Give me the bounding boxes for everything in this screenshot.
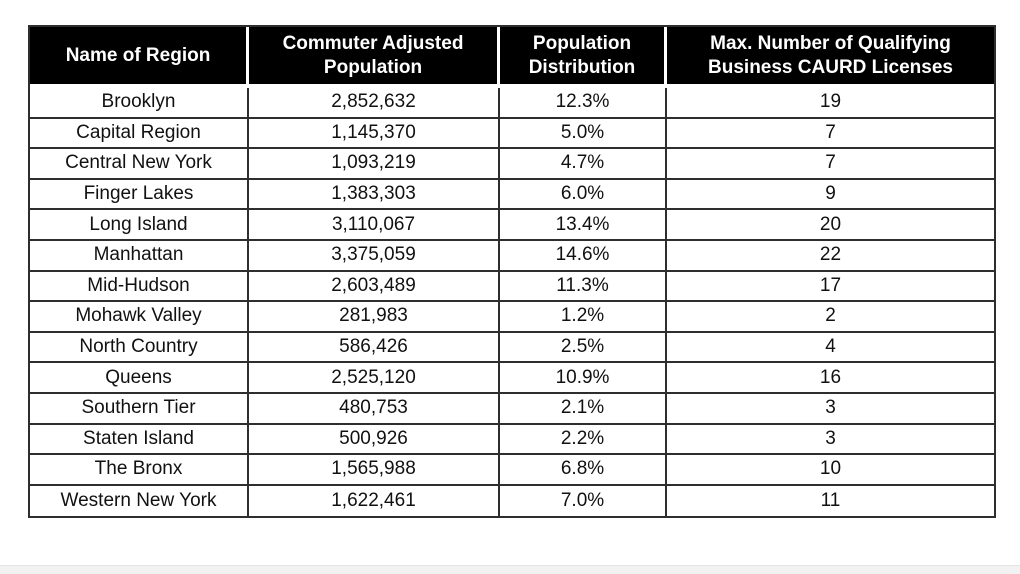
table-row: Queens 2,525,120 10.9% 16 [30, 363, 994, 394]
table-cell: Central New York [30, 149, 249, 180]
table-cell: Long Island [30, 210, 249, 241]
table-cell: 1,093,219 [249, 149, 500, 180]
table-cell: Western New York [30, 485, 249, 517]
table-cell: 11.3% [500, 271, 667, 303]
table-cell: 1,622,461 [249, 485, 500, 517]
table-cell: 6.8% [500, 455, 667, 486]
table-cell: 12.3% [500, 88, 667, 119]
table-cell: Queens [30, 363, 249, 394]
table-cell: 500,926 [249, 424, 500, 456]
table-cell: 14.6% [500, 240, 667, 272]
table-cell: Brooklyn [30, 88, 249, 119]
column-header-population-distribution: Population Distribution [500, 27, 667, 88]
table-header-row: Name of Region Commuter Adjusted Populat… [30, 27, 994, 88]
table-row: Mid-Hudson 2,603,489 11.3% 17 [30, 271, 994, 303]
table-row: North Country 586,426 2.5% 4 [30, 332, 994, 364]
table-cell: 22 [667, 241, 994, 272]
table-row: Southern Tier 480,753 2.1% 3 [30, 393, 994, 425]
table-row: Central New York 1,093,219 4.7% 7 [30, 149, 994, 180]
table-cell: 281,983 [249, 302, 500, 333]
table-cell: 3,375,059 [249, 240, 500, 272]
table-cell: 2.1% [500, 393, 667, 425]
table-cell: Finger Lakes [30, 179, 249, 211]
table-cell: Staten Island [30, 424, 249, 456]
table-cell: 480,753 [249, 393, 500, 425]
table-cell: 1,565,988 [249, 455, 500, 486]
table-row: Manhattan 3,375,059 14.6% 22 [30, 240, 994, 272]
table-cell: 2 [667, 302, 994, 333]
table-cell: 7.0% [500, 485, 667, 517]
table-cell: 20 [667, 210, 994, 241]
table-cell: 2.5% [500, 332, 667, 364]
table-cell: 17 [667, 272, 994, 303]
table-cell: 6.0% [500, 179, 667, 211]
table-cell: 7 [667, 119, 994, 150]
table-cell: 9 [667, 180, 994, 211]
table-cell: 2,603,489 [249, 271, 500, 303]
table-cell: 4 [667, 333, 994, 364]
table-cell: 3 [667, 394, 994, 425]
table-cell: 3 [667, 425, 994, 456]
caurd-license-table-container: Name of Region Commuter Adjusted Populat… [28, 25, 996, 519]
table-cell: North Country [30, 332, 249, 364]
table-cell: 10.9% [500, 363, 667, 394]
table-cell: 2,852,632 [249, 88, 500, 119]
table-row: Staten Island 500,926 2.2% 3 [30, 424, 994, 456]
table-cell: 10 [667, 455, 994, 486]
table-row: The Bronx 1,565,988 6.8% 10 [30, 455, 994, 486]
table-cell: 7 [667, 149, 994, 180]
column-header-max-caurd-licenses: Max. Number of Qualifying Business CAURD… [667, 27, 994, 88]
table-row: Long Island 3,110,067 13.4% 20 [30, 210, 994, 241]
table-row: Mohawk Valley 281,983 1.2% 2 [30, 302, 994, 333]
table-cell: 4.7% [500, 149, 667, 180]
table-cell: 11 [820, 490, 841, 512]
table-row: Finger Lakes 1,383,303 6.0% 9 [30, 179, 994, 211]
column-header-region: Name of Region [30, 27, 249, 88]
table-cell: Manhattan [30, 240, 249, 272]
table-cell: Mid-Hudson [30, 271, 249, 303]
table-cell: The Bronx [30, 455, 249, 486]
table-cell: 19 [667, 88, 994, 119]
table-cell: 5.0% [500, 118, 667, 150]
table-cell: 586,426 [249, 332, 500, 364]
table-row: Western New York 1,622,461 7.0% 11 [30, 485, 994, 517]
table-cell: 1.2% [500, 302, 667, 333]
table-cell: 1,145,370 [249, 118, 500, 150]
bottom-edge-strip [0, 565, 1020, 574]
column-header-commuter-adjusted-population: Commuter Adjusted Population [249, 27, 500, 88]
caurd-license-table: Name of Region Commuter Adjusted Populat… [28, 25, 996, 519]
table-cell: Mohawk Valley [30, 302, 249, 333]
table-cell: 13.4% [500, 210, 667, 241]
table-cell: 16 [667, 363, 994, 394]
table-cell: 3,110,067 [249, 210, 500, 241]
table-cell: 1,383,303 [249, 179, 500, 211]
table-row: Capital Region 1,145,370 5.0% 7 [30, 118, 994, 150]
table-cell: 2,525,120 [249, 363, 500, 394]
table-row: Brooklyn 2,852,632 12.3% 19 [30, 88, 994, 119]
table-body: Brooklyn 2,852,632 12.3% 19 Capital Region 1,… [30, 88, 994, 517]
table-cell: Southern Tier [30, 393, 249, 425]
table-cell: 2.2% [500, 424, 667, 456]
table-cell: Capital Region [30, 118, 249, 150]
